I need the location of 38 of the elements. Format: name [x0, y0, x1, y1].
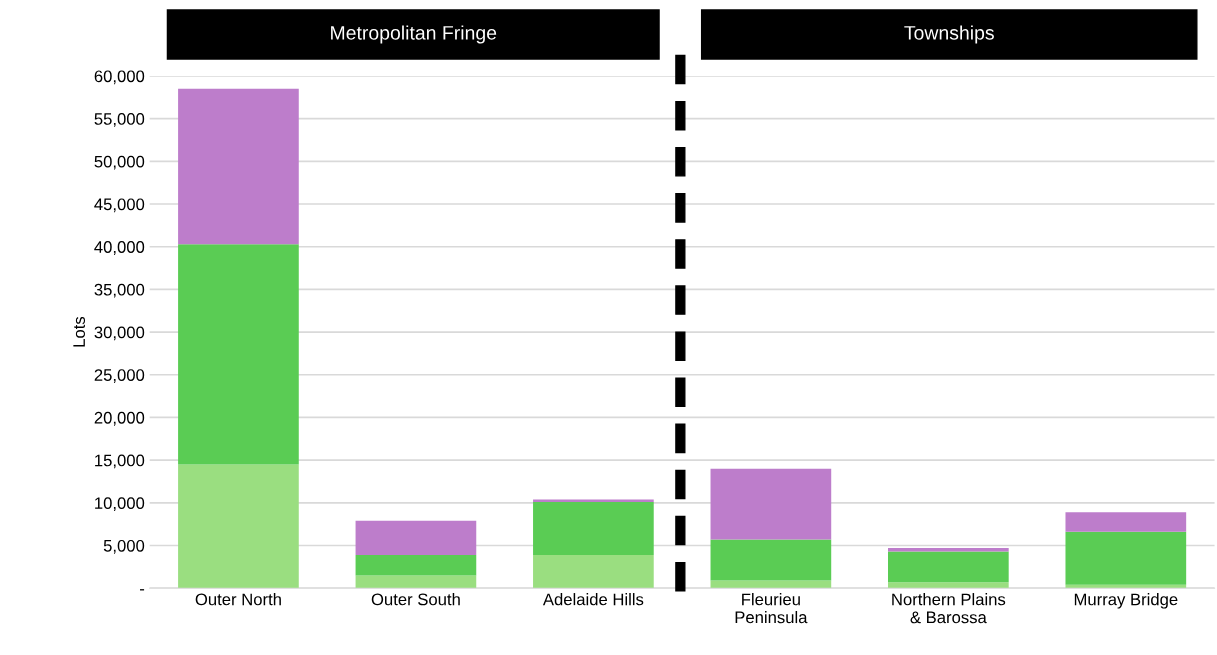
- y-tick-label: -: [140, 589, 145, 591]
- bar: [710, 539, 832, 581]
- y-tick-label: 50,000: [94, 155, 145, 170]
- bar: [1065, 512, 1187, 532]
- y-tick-label: 15,000: [95, 454, 145, 469]
- bar: [1065, 531, 1187, 585]
- y-tick-label: 55,000: [94, 113, 145, 127]
- y-tick-label: 35,000: [94, 283, 145, 298]
- y-tick-label: 20,000: [94, 411, 145, 426]
- y-tick-label: 40,000: [94, 241, 145, 255]
- y-tick-label: 25,000: [94, 369, 145, 383]
- y-tick-label: 45,000: [94, 198, 145, 213]
- bar: [888, 582, 1009, 589]
- bar: [533, 554, 654, 589]
- bar: [533, 501, 654, 555]
- bar: [533, 499, 654, 502]
- x-tick-label: Fleurieu Peninsula: [735, 593, 808, 624]
- x-tick-label: Outer South: [371, 593, 460, 606]
- y-tick-label: 10,000: [95, 497, 145, 511]
- bar: [355, 520, 477, 555]
- bar: [355, 554, 477, 576]
- y-tick-label: 30,000: [94, 326, 145, 341]
- bar: [888, 551, 1009, 583]
- bar: [710, 580, 832, 589]
- x-tick-label: Outer North: [195, 593, 281, 606]
- text: Metropolitan Fringe: [331, 25, 497, 44]
- bar: [710, 468, 832, 540]
- y-tick-label: 60,000: [94, 70, 145, 85]
- x-tick-label: Adelaide Hills: [542, 593, 644, 606]
- text: Townships: [904, 25, 994, 44]
- bar: [178, 88, 299, 245]
- bar: [178, 244, 299, 465]
- y-axis-title: Lots: [73, 316, 86, 347]
- x-tick-label: Northern Plains & Barossa: [892, 593, 1006, 624]
- y-tick-label: 5,000: [103, 539, 145, 554]
- x-tick-label: Murray Bridge: [1074, 593, 1178, 609]
- bar: [355, 575, 477, 589]
- bar: [178, 464, 299, 589]
